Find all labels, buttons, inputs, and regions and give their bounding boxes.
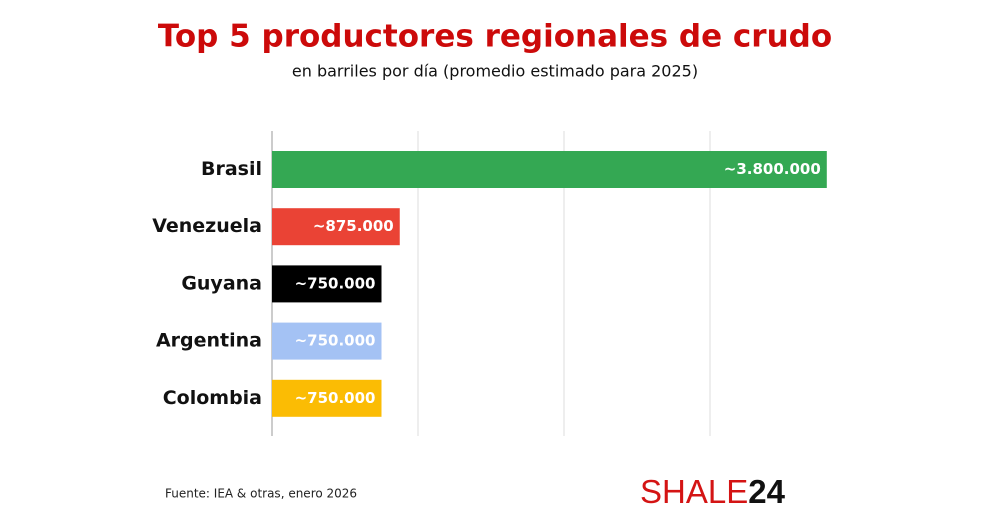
- bar: [272, 322, 382, 360]
- value-label: ~750.000: [295, 389, 376, 407]
- source-note: Fuente: IEA & otras, enero 2026: [165, 487, 357, 501]
- bar: [272, 265, 382, 303]
- bar: [272, 151, 827, 188]
- logo: SHALE24: [640, 473, 786, 510]
- value-label: ~875.000: [313, 217, 394, 235]
- y-tick-label: Colombia: [163, 387, 262, 409]
- chart-subtitle: en barriles por día (promedio estimado p…: [292, 62, 698, 81]
- bar: [272, 379, 382, 417]
- value-label: ~750.000: [295, 332, 376, 350]
- y-tick-label: Argentina: [156, 330, 262, 352]
- y-tick-label: Venezuela: [152, 215, 262, 237]
- y-tick-label: Brasil: [201, 158, 262, 180]
- value-label: ~3.800.000: [724, 160, 821, 178]
- y-tick-label: Guyana: [181, 272, 262, 294]
- logo-main: SHALE: [640, 473, 748, 510]
- chart-title: Top 5 productores regionales de crudo: [158, 19, 832, 55]
- value-label: ~750.000: [295, 274, 376, 292]
- bar: [272, 208, 400, 246]
- logo-accent: 24: [748, 473, 785, 510]
